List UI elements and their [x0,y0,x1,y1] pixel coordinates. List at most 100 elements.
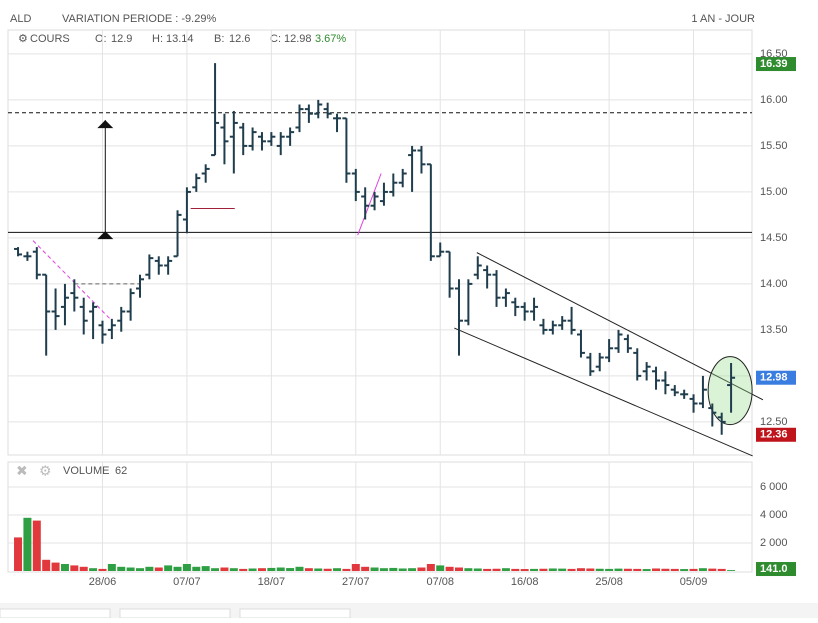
close-label: C: [270,33,281,45]
volume-bar [558,568,567,571]
volume-bar [14,537,23,571]
y-tick-label: 2 000 [760,537,788,549]
y-tick-label: 15.00 [760,186,788,198]
volume-bar [192,566,201,571]
volume-bar [436,565,445,571]
price-tag [756,427,796,442]
x-tick-label: 07/08 [426,576,454,588]
volume-bar [164,565,173,571]
volume-bar [220,567,229,571]
volume-bar [201,566,210,571]
volume-bar [417,567,426,571]
y-tick-label: 13.50 [760,324,788,336]
volume-bar [286,568,295,571]
volume-bar [454,567,463,571]
scroll-thumb[interactable] [119,608,231,619]
scroll-thumb[interactable] [239,608,351,619]
volume-bar [473,568,482,571]
trend-line [357,173,382,236]
volume-bar [680,569,689,571]
volume-bar [576,568,585,571]
volume-panel [7,461,753,573]
volume-bar [670,568,679,571]
volume-bar [595,568,604,571]
close: 12.98 [284,33,312,45]
volume-bar [51,562,60,571]
y-tick-label: 14.50 [760,232,788,244]
high: 13.14 [166,33,194,45]
volume-bar [548,568,557,571]
volume-last: 62 [115,465,127,477]
volume-bar [173,566,182,571]
x-tick-label: 28/06 [89,576,117,588]
price-tag [756,562,796,577]
price-tag-label: 141.0 [760,563,788,575]
volume-bar [98,568,107,571]
low: 12.6 [229,33,250,45]
volume-bar [501,568,510,571]
low-label: B: [214,33,224,45]
volume-bar [586,568,595,571]
volume-bar [304,568,313,571]
volume-bar [370,567,379,571]
arrow-head [97,120,114,129]
volume-label: VOLUME [63,465,109,477]
volume-bar [126,567,135,571]
volume-bar [708,568,717,571]
volume-bar [361,566,370,571]
high-label: H: [152,33,163,45]
grid [8,30,752,571]
volume-bar [314,568,323,571]
volume-bar [445,566,454,571]
volume-bar [276,567,285,571]
x-tick-label: 27/07 [342,576,370,588]
volume-bar [211,568,220,571]
volume-bar [605,568,614,571]
volume-bar [107,564,116,571]
volume-bar [117,566,126,571]
volume-bar [567,568,576,571]
close-icon[interactable]: ✖ [16,463,28,479]
x-tick-label: 07/07 [173,576,201,588]
volume-bar [79,566,88,571]
open-label: O: [95,33,107,45]
trend-line [454,327,753,457]
price-panel [7,29,753,456]
volume-bar [42,559,51,571]
price-tag-label: 12.98 [760,372,788,384]
gear-icon[interactable]: ⚙ [18,33,28,45]
volume-bar [267,567,276,571]
y-tick-label: 6 000 [760,481,788,493]
change: 3.67% [315,33,346,45]
volume-bar [295,566,304,571]
scroll-thumb[interactable] [0,608,111,619]
volume-bar [539,568,548,571]
volume-bar [333,568,342,571]
price-tag [756,370,796,385]
x-tick-label: 25/08 [595,576,623,588]
y-tick-label: 12.50 [760,416,788,428]
gear-icon[interactable]: ⚙ [39,463,52,479]
volume-bar [661,568,670,571]
trend-line [32,240,113,322]
variation: VARIATION PERIODE : -9.29% [62,13,216,25]
volume-bar [351,564,360,571]
price-label: COURS [30,33,70,45]
volume-bar [652,568,661,571]
volume-bar [689,568,698,571]
volume-bar [23,517,32,571]
volume-bar [698,568,707,571]
x-tick-label: 05/09 [680,576,708,588]
y-tick-label: 16.00 [760,94,788,106]
volume-bar [717,568,726,571]
volume-bar [727,570,736,571]
volume-bar [60,564,69,571]
period: 1 AN - JOUR [691,13,755,25]
open: 12.9 [111,33,132,45]
volume-bar [379,568,388,571]
volume-bar [182,564,191,571]
volume-bar [408,568,417,571]
volume-bar [229,568,238,571]
volume-bar [257,568,266,571]
volume-bar [342,568,351,571]
